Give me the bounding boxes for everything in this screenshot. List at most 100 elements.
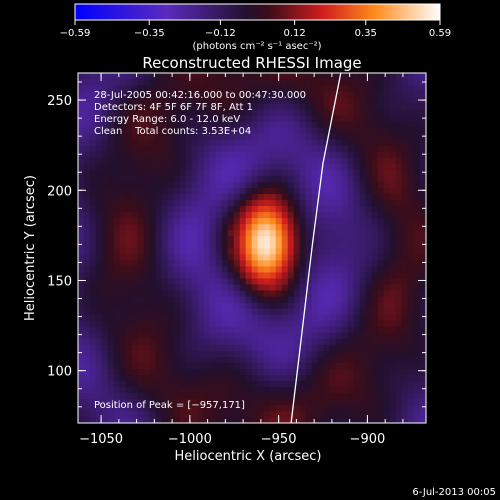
- heatmap-cell: [329, 127, 337, 134]
- heatmap-cell: [197, 247, 205, 255]
- heatmap-cell: [245, 289, 253, 297]
- heatmap-cell: [197, 163, 205, 170]
- heatmap-cell: [125, 350, 133, 357]
- heatmap-cell: [413, 314, 421, 321]
- heatmap-cell: [389, 241, 397, 249]
- heatmap-cell: [335, 416, 343, 423]
- heatmap-cell: [179, 398, 187, 406]
- heatmap-cell: [245, 259, 253, 267]
- heatmap-cell: [401, 253, 409, 261]
- heatmap-cell: [95, 139, 103, 146]
- heatmap-cell: [113, 120, 121, 128]
- heatmap-cell: [347, 157, 355, 164]
- heatmap-cell: [245, 350, 253, 357]
- heatmap-cell: [323, 175, 331, 182]
- heatmap-cell: [89, 127, 97, 134]
- heatmap-cell: [227, 102, 235, 110]
- heatmap-cell: [239, 133, 247, 140]
- heatmap-cell: [161, 265, 169, 273]
- heatmap-cell: [419, 84, 426, 92]
- heatmap-cell: [263, 187, 271, 194]
- heatmap-cell: [383, 114, 391, 122]
- heatmap-cell: [419, 283, 426, 291]
- heatmap-cell: [347, 193, 355, 201]
- heatmap-cell: [125, 133, 133, 140]
- heatmap-cell: [353, 175, 361, 182]
- heatmap-cell: [275, 253, 283, 261]
- heatmap-cell: [269, 253, 277, 261]
- heatmap-cell: [251, 120, 259, 128]
- heatmap-cell: [101, 151, 109, 158]
- heatmap-cell: [131, 404, 139, 412]
- heatmap-cell: [299, 187, 307, 194]
- heatmap-cell: [341, 380, 349, 388]
- heatmap-cell: [161, 386, 169, 394]
- heatmap-cell: [359, 374, 367, 382]
- heatmap-cell: [185, 120, 193, 128]
- heatmap-cell: [299, 205, 307, 213]
- heatmap-cell: [299, 295, 307, 303]
- heatmap-cell: [263, 139, 271, 146]
- heatmap-cell: [197, 295, 205, 303]
- heatmap-cell: [269, 374, 277, 382]
- heatmap-cell: [209, 386, 217, 394]
- heatmap-cell: [209, 127, 217, 134]
- heatmap-cell: [137, 96, 145, 104]
- heatmap-cell: [95, 308, 103, 315]
- heatmap-cell: [413, 271, 421, 279]
- heatmap-cell: [293, 96, 301, 104]
- heatmap-cell: [335, 205, 343, 213]
- heatmap-cell: [299, 90, 307, 98]
- heatmap-cell: [113, 289, 121, 297]
- heatmap-cell: [119, 308, 127, 315]
- heatmap-cell: [281, 193, 289, 201]
- heatmap-cell: [377, 223, 385, 231]
- heatmap-cell: [203, 344, 211, 351]
- heatmap-cell: [143, 163, 151, 170]
- heatmap-cell: [257, 404, 265, 412]
- heatmap-cell: [257, 398, 265, 406]
- heatmap-cell: [155, 90, 163, 98]
- heatmap-cell: [389, 139, 397, 146]
- heatmap-cell: [275, 169, 283, 176]
- heatmap-cell: [275, 410, 283, 418]
- heatmap-cell: [419, 265, 426, 273]
- heatmap-cell: [323, 265, 331, 273]
- heatmap-cell: [179, 356, 187, 363]
- heatmap-cell: [101, 145, 109, 152]
- heatmap-cell: [401, 151, 409, 158]
- heatmap-cell: [395, 356, 403, 363]
- heatmap-cell: [359, 205, 367, 213]
- heatmap-cell: [281, 265, 289, 273]
- heatmap-cell: [389, 157, 397, 164]
- heatmap-cell: [353, 120, 361, 128]
- heatmap-cell: [269, 84, 277, 92]
- heatmap-cell: [137, 265, 145, 273]
- heatmap-cell: [221, 332, 229, 339]
- heatmap-cell: [377, 326, 385, 333]
- heatmap-cell: [365, 302, 373, 309]
- heatmap-cell: [137, 247, 145, 255]
- heatmap-cell: [191, 295, 199, 303]
- heatmap-cell: [233, 314, 241, 321]
- heatmap-cell: [95, 271, 103, 279]
- heatmap-cell: [125, 78, 133, 86]
- heatmap-cell: [137, 102, 145, 110]
- heatmap-cell: [269, 139, 277, 146]
- heatmap-cell: [269, 271, 277, 279]
- heatmap-cell: [89, 277, 97, 285]
- heatmap-cell: [143, 398, 151, 406]
- heatmap-cell: [155, 289, 163, 297]
- heatmap-cell: [419, 199, 426, 207]
- heatmap-cell: [221, 271, 229, 279]
- heatmap-cell: [365, 73, 373, 80]
- heatmap-cell: [341, 308, 349, 315]
- heatmap-cell: [125, 356, 133, 363]
- heatmap-cell: [401, 308, 409, 315]
- heatmap-cell: [353, 386, 361, 394]
- heatmap-cell: [221, 380, 229, 388]
- heatmap-cell: [155, 163, 163, 170]
- heatmap-cell: [245, 102, 253, 110]
- heatmap-cell: [137, 73, 145, 80]
- heatmap-cell: [173, 314, 181, 321]
